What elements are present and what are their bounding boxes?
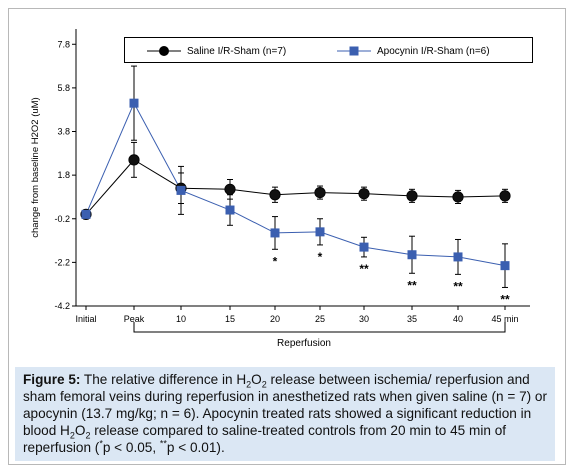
data-point-apocynin bbox=[453, 252, 463, 262]
caption-sub: 2 bbox=[261, 379, 267, 390]
significance-marker: * bbox=[318, 250, 323, 264]
y-tick-label: -0.2 bbox=[54, 214, 70, 224]
caption-text: release between ischemia/ reperfusion an… bbox=[23, 372, 548, 438]
y-tick-label: 3.8 bbox=[57, 127, 70, 137]
data-point-apocynin bbox=[500, 261, 510, 271]
legend-swatch-saline bbox=[147, 44, 181, 58]
data-point-saline bbox=[358, 188, 370, 200]
y-tick-label: 7.8 bbox=[57, 39, 70, 49]
series-line-saline bbox=[85, 159, 506, 215]
caption-sup: * bbox=[99, 438, 103, 449]
caption-text: p < 0.05, bbox=[102, 440, 160, 455]
series-line-apocynin bbox=[85, 102, 506, 267]
data-point-saline bbox=[406, 190, 418, 202]
data-point-apocynin bbox=[270, 228, 280, 238]
y-tick-label: -4.2 bbox=[54, 301, 70, 311]
x-tick-label: Initial bbox=[75, 314, 96, 324]
caption-label: Figure 5: bbox=[23, 372, 81, 387]
caption-sub: 2 bbox=[246, 379, 252, 390]
y-tick-label: -2.2 bbox=[54, 257, 70, 267]
data-point-saline bbox=[452, 191, 464, 203]
figure-panel: 7.8 5.8 3.8 1.8 -0.2 -2.2 -4.2 Initial Peak 10 15 2… bbox=[8, 8, 566, 465]
x-tick-label: Peak bbox=[124, 314, 145, 324]
significance-marker: ** bbox=[453, 279, 463, 293]
reperfusion-bracket bbox=[133, 322, 506, 333]
chart-area: 7.8 5.8 3.8 1.8 -0.2 -2.2 -4.2 Initial Peak 10 15 2… bbox=[9, 9, 565, 361]
line-chart: 7.8 5.8 3.8 1.8 -0.2 -2.2 -4.2 Initial Peak 10 15 2… bbox=[30, 29, 530, 349]
data-point-apocynin bbox=[359, 242, 369, 252]
data-point-apocynin bbox=[176, 185, 186, 195]
chart-legend: Saline I/R-Sham (n=7) Apocynin I/R-Sham … bbox=[124, 37, 533, 63]
caption-sub: 2 bbox=[85, 430, 91, 441]
caption-sub: 2 bbox=[69, 430, 75, 441]
x-tick-label: 25 bbox=[315, 314, 325, 324]
data-point-saline bbox=[499, 190, 511, 202]
data-point-saline bbox=[269, 189, 281, 201]
x-tick-label: 15 bbox=[225, 314, 235, 324]
y-tick-label: 1.8 bbox=[57, 170, 70, 180]
legend-item-apocynin: Apocynin I/R-Sham (n=6) bbox=[337, 44, 490, 58]
y-tick-label: 5.8 bbox=[57, 83, 70, 93]
data-point-apocynin bbox=[225, 205, 235, 215]
caption-text: release compared to saline-treated contr… bbox=[23, 423, 507, 455]
x-tick-label: 35 bbox=[407, 314, 417, 324]
significance-marker: * bbox=[273, 254, 278, 268]
legend-item-saline: Saline I/R-Sham (n=7) bbox=[147, 44, 286, 58]
significance-marker: ** bbox=[500, 292, 510, 306]
x-tick-label: 45 min bbox=[491, 314, 518, 324]
legend-label-saline: Saline I/R-Sham (n=7) bbox=[187, 45, 287, 57]
legend-swatch-apocynin bbox=[337, 44, 371, 58]
data-point-apocynin bbox=[407, 250, 417, 260]
x-axis-label: Reperfusion bbox=[277, 338, 331, 349]
significance-marker: ** bbox=[407, 278, 417, 292]
caption-text: O bbox=[251, 372, 262, 387]
legend-label-apocynin: Apocynin I/R-Sham (n=6) bbox=[377, 45, 490, 57]
data-point-saline bbox=[224, 183, 236, 195]
x-tick-label: 20 bbox=[270, 314, 280, 324]
data-point-apocynin bbox=[129, 98, 139, 108]
x-tick-label: 40 bbox=[453, 314, 463, 324]
data-point-apocynin bbox=[315, 227, 325, 237]
x-tick-label: 30 bbox=[359, 314, 369, 324]
data-point-saline bbox=[128, 154, 140, 166]
caption-text: O bbox=[74, 423, 86, 438]
caption-sup: ** bbox=[159, 438, 167, 449]
figure-caption: Figure 5: The relative difference in H2O… bbox=[15, 367, 555, 461]
x-tick-label: 10 bbox=[176, 314, 186, 324]
caption-text: The relative difference in H bbox=[80, 372, 247, 387]
significance-marker: ** bbox=[359, 262, 369, 276]
data-point-saline bbox=[314, 186, 326, 199]
y-axis-label: change from baseline H2O2 (uM) bbox=[30, 97, 41, 237]
caption-text: p < 0.01). bbox=[166, 440, 225, 455]
data-point-apocynin bbox=[81, 209, 91, 219]
